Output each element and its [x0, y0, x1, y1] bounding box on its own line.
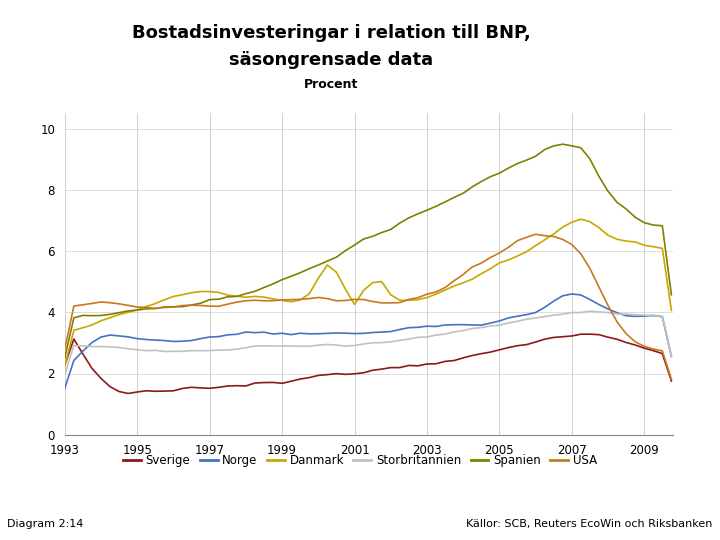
Text: Källor: SCB, Reuters EcoWin och Riksbanken: Källor: SCB, Reuters EcoWin och Riksbank… — [467, 519, 713, 529]
Storbritannien — [413, 334, 422, 341]
Line: Danmark: Danmark — [65, 219, 671, 366]
Danmark — [405, 297, 413, 303]
Sverige — [60, 362, 69, 368]
Spanien — [667, 292, 675, 298]
Danmark — [577, 216, 585, 222]
Line: Storbritannien: Storbritannien — [65, 311, 671, 375]
Spanien — [405, 215, 413, 221]
Storbritannien — [613, 310, 621, 317]
USA — [60, 346, 69, 352]
Danmark — [314, 275, 323, 281]
Danmark — [613, 236, 621, 242]
Norge — [413, 324, 422, 330]
USA — [314, 294, 323, 301]
Danmark — [667, 307, 675, 314]
USA — [405, 296, 413, 303]
Text: SVERIGES
RIKSBANK: SVERIGES RIKSBANK — [636, 72, 674, 83]
Sverige — [613, 336, 621, 342]
Norge — [567, 291, 576, 297]
Legend: Sverige, Norge, Danmark, Storbritannien, Spanien, USA: Sverige, Norge, Danmark, Storbritannien,… — [119, 450, 601, 472]
Sverige — [549, 334, 558, 341]
Line: USA: USA — [65, 234, 671, 379]
Sverige — [667, 378, 675, 384]
Danmark — [413, 296, 422, 303]
Spanien — [314, 262, 323, 268]
Storbritannien — [667, 353, 675, 359]
Storbritannien — [585, 308, 594, 314]
Storbritannien — [314, 342, 323, 348]
Storbritannien — [205, 347, 214, 354]
Text: Bostadsinvesteringar i relation till BNP,: Bostadsinvesteringar i relation till BNP… — [132, 24, 531, 42]
Spanien — [197, 300, 205, 307]
USA — [667, 376, 675, 382]
Danmark — [205, 288, 214, 295]
Danmark — [60, 362, 69, 369]
Spanien — [205, 296, 214, 303]
USA — [197, 302, 205, 309]
Norge — [205, 334, 214, 340]
Spanien — [613, 199, 621, 206]
Norge — [667, 353, 675, 360]
Sverige — [622, 339, 631, 346]
USA — [205, 303, 214, 309]
Text: Procent: Procent — [304, 78, 359, 91]
Sverige — [631, 342, 639, 348]
Norge — [405, 325, 413, 331]
Storbritannien — [60, 372, 69, 378]
Norge — [60, 385, 69, 392]
Norge — [314, 330, 323, 337]
Storbritannien — [405, 336, 413, 342]
Spanien — [413, 211, 422, 217]
Norge — [197, 335, 205, 342]
USA — [613, 319, 621, 325]
Sverige — [585, 331, 594, 338]
Text: Diagram 2:14: Diagram 2:14 — [7, 519, 84, 529]
Spanien — [60, 354, 69, 361]
Line: Norge: Norge — [65, 294, 671, 388]
Sverige — [124, 390, 132, 397]
USA — [413, 294, 422, 301]
Spanien — [559, 141, 567, 147]
Sverige — [504, 345, 513, 351]
Storbritannien — [197, 347, 205, 354]
USA — [531, 231, 540, 238]
Line: Spanien: Spanien — [65, 144, 671, 357]
Line: Sverige: Sverige — [65, 334, 671, 394]
Danmark — [197, 288, 205, 295]
Norge — [613, 309, 621, 316]
Text: säsongrensade data: säsongrensade data — [229, 51, 433, 69]
Sverige — [477, 350, 485, 357]
